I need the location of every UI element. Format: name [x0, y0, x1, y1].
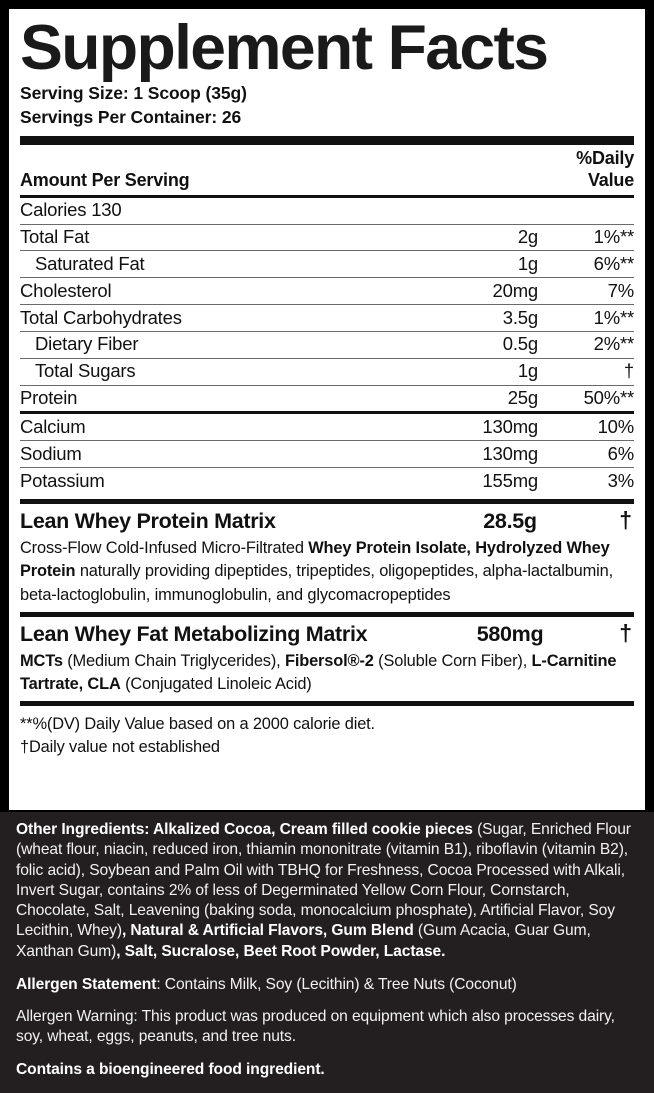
table-header-row: Amount Per Serving %Daily Value — [20, 145, 634, 196]
blend-description: Cross-Flow Cold-Infused Micro-Filtrated … — [20, 538, 613, 604]
serving-size: Serving Size: 1 Scoop (35g) — [20, 82, 247, 103]
nutrient-name: Dietary Fiber — [20, 330, 418, 359]
supplement-facts-panel: Supplement Facts Serving Size: 1 Scoop (… — [9, 9, 645, 810]
blend-title: Lean Whey Fat Metabolizing Matrix — [20, 621, 368, 646]
blend-daily-value: † — [619, 619, 632, 646]
daily-value-footnote: **%(DV) Daily Value based on a 2000 calo… — [20, 715, 375, 734]
ingredients-section: Other Ingredients: Alkalized Cocoa, Crea… — [0, 812, 654, 1093]
nutrient-amount: 3.5g — [418, 304, 538, 332]
nutrient-daily-value: 1%** — [538, 304, 634, 332]
servings-per-container: Servings Per Container: 26 — [20, 106, 242, 127]
nutrient-daily-value: 10% — [538, 411, 634, 441]
blend-title: Lean Whey Protein Matrix — [20, 508, 276, 533]
blend-block: Lean Whey Protein Matrix 28.5g † Cross-Flow… — [20, 504, 634, 607]
nutrient-name: Calories 130 — [20, 194, 418, 225]
blend-daily-value: † — [619, 506, 632, 533]
dagger-footnote: †Daily value not established — [20, 738, 220, 757]
nutrient-amount: 25g — [418, 384, 538, 413]
nutrient-name: Potassium — [20, 467, 418, 494]
nutrient-daily-value: 3% — [538, 467, 634, 494]
nutrient-name: Total Fat — [20, 223, 418, 251]
nutrition-table: Amount Per Serving %Daily Value Calories… — [20, 145, 634, 494]
blend-header: Lean Whey Fat Metabolizing Matrix 580mg † — [20, 619, 634, 649]
nutrient-daily-value: † — [538, 357, 634, 386]
table-row: Calcium 130mg 10% — [20, 411, 634, 441]
nutrient-amount — [418, 194, 538, 225]
other-ingredients-text: Other Ingredients: Alkalized Cocoa, Crea… — [16, 821, 631, 960]
nutrient-daily-value — [538, 194, 634, 225]
nutrient-amount: 1g — [418, 250, 538, 278]
table-row: Protein 25g 50%** — [20, 384, 634, 413]
footnotes: **%(DV) Daily Value based on a 2000 calo… — [20, 706, 634, 758]
blend-description: MCTs (Medium Chain Triglycerides), Fiber… — [20, 651, 617, 694]
allergen-warning-text: Allergen Warning: This product was produ… — [16, 1008, 615, 1046]
nutrient-amount: 130mg — [418, 411, 538, 441]
nutrient-name: Protein — [20, 384, 418, 413]
page-title: Supplement Facts — [20, 13, 549, 83]
nutrient-daily-value: 6% — [538, 440, 634, 468]
allergen-statement-text: Allergen Statement: Contains Milk, Soy (… — [16, 975, 517, 993]
blend-header: Lean Whey Protein Matrix 28.5g † — [20, 506, 634, 536]
amount-header-spacer — [418, 145, 538, 196]
nutrient-name: Cholesterol — [20, 277, 418, 305]
nutrition-table-body: Amount Per Serving %Daily Value — [20, 145, 634, 196]
nutrient-amount: 130mg — [418, 440, 538, 468]
nutrient-daily-value: 2%** — [538, 330, 634, 359]
table-row: Sodium 130mg 6% — [20, 440, 634, 468]
nutrient-amount: 2g — [418, 223, 538, 251]
nutrient-amount: 1g — [418, 357, 538, 386]
nutrient-amount: 0.5g — [418, 330, 538, 359]
table-row: Potassium 155mg 3% — [20, 467, 634, 494]
bioengineered-note: Contains a bioengineered food ingredient… — [16, 1060, 325, 1078]
nutrient-daily-value: 50%** — [538, 384, 634, 413]
divider-between-blends — [20, 611, 634, 617]
daily-value-header: %Daily Value — [576, 148, 634, 190]
table-row: Saturated Fat 1g 6%** — [20, 250, 634, 278]
table-row: Calories 130 — [20, 194, 634, 225]
nutrition-rows: Calories 130 Total Fat 2g 1%** Saturated Fat… — [20, 194, 634, 494]
blend-amount: 580mg — [476, 621, 544, 646]
table-row: Total Carbohydrates 3.5g 1%** — [20, 304, 634, 332]
nutrient-name: Sodium — [20, 440, 418, 468]
divider-top-thick — [20, 136, 634, 146]
nutrient-amount: 155mg — [418, 467, 538, 494]
nutrient-name: Saturated Fat — [20, 250, 418, 278]
blend-sections: Lean Whey Protein Matrix 28.5g † Cross-Flow… — [20, 504, 634, 707]
table-row: Cholesterol 20mg 7% — [20, 277, 634, 305]
table-row: Dietary Fiber 0.5g 2%** — [20, 330, 634, 359]
divider-before-protein-matrix — [20, 498, 634, 504]
divider-after-blends — [20, 701, 634, 707]
nutrient-name: Total Sugars — [20, 357, 418, 386]
blend-amount: 28.5g — [483, 508, 537, 533]
nutrient-name: Total Carbohydrates — [20, 304, 418, 332]
nutrient-daily-value: 7% — [538, 277, 634, 305]
blend-block: Lean Whey Fat Metabolizing Matrix 580mg † M… — [20, 617, 634, 697]
nutrient-name: Calcium — [20, 411, 418, 441]
nutrient-daily-value: 6%** — [538, 250, 634, 278]
nutrient-amount: 20mg — [418, 277, 538, 305]
table-row: Total Sugars 1g † — [20, 357, 634, 386]
amount-per-serving-header: Amount Per Serving — [20, 169, 190, 190]
nutrient-daily-value: 1%** — [538, 223, 634, 251]
table-row: Total Fat 2g 1%** — [20, 223, 634, 251]
